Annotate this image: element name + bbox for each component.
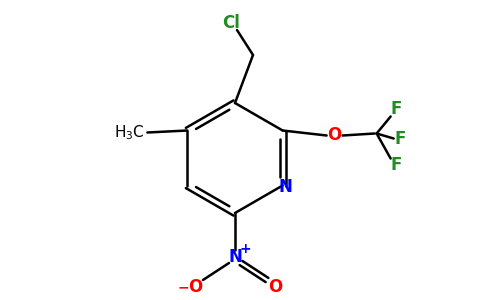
Text: Cl: Cl (222, 14, 240, 32)
Text: −: − (177, 280, 189, 294)
Text: H$_3$C: H$_3$C (114, 123, 145, 142)
Text: F: F (391, 100, 402, 118)
Text: F: F (395, 130, 407, 148)
Text: O: O (188, 278, 202, 296)
Text: N: N (228, 248, 242, 266)
Text: +: + (239, 242, 251, 256)
Text: F: F (391, 157, 402, 175)
Text: O: O (268, 278, 282, 296)
Text: N: N (279, 178, 292, 196)
Text: O: O (328, 127, 342, 145)
